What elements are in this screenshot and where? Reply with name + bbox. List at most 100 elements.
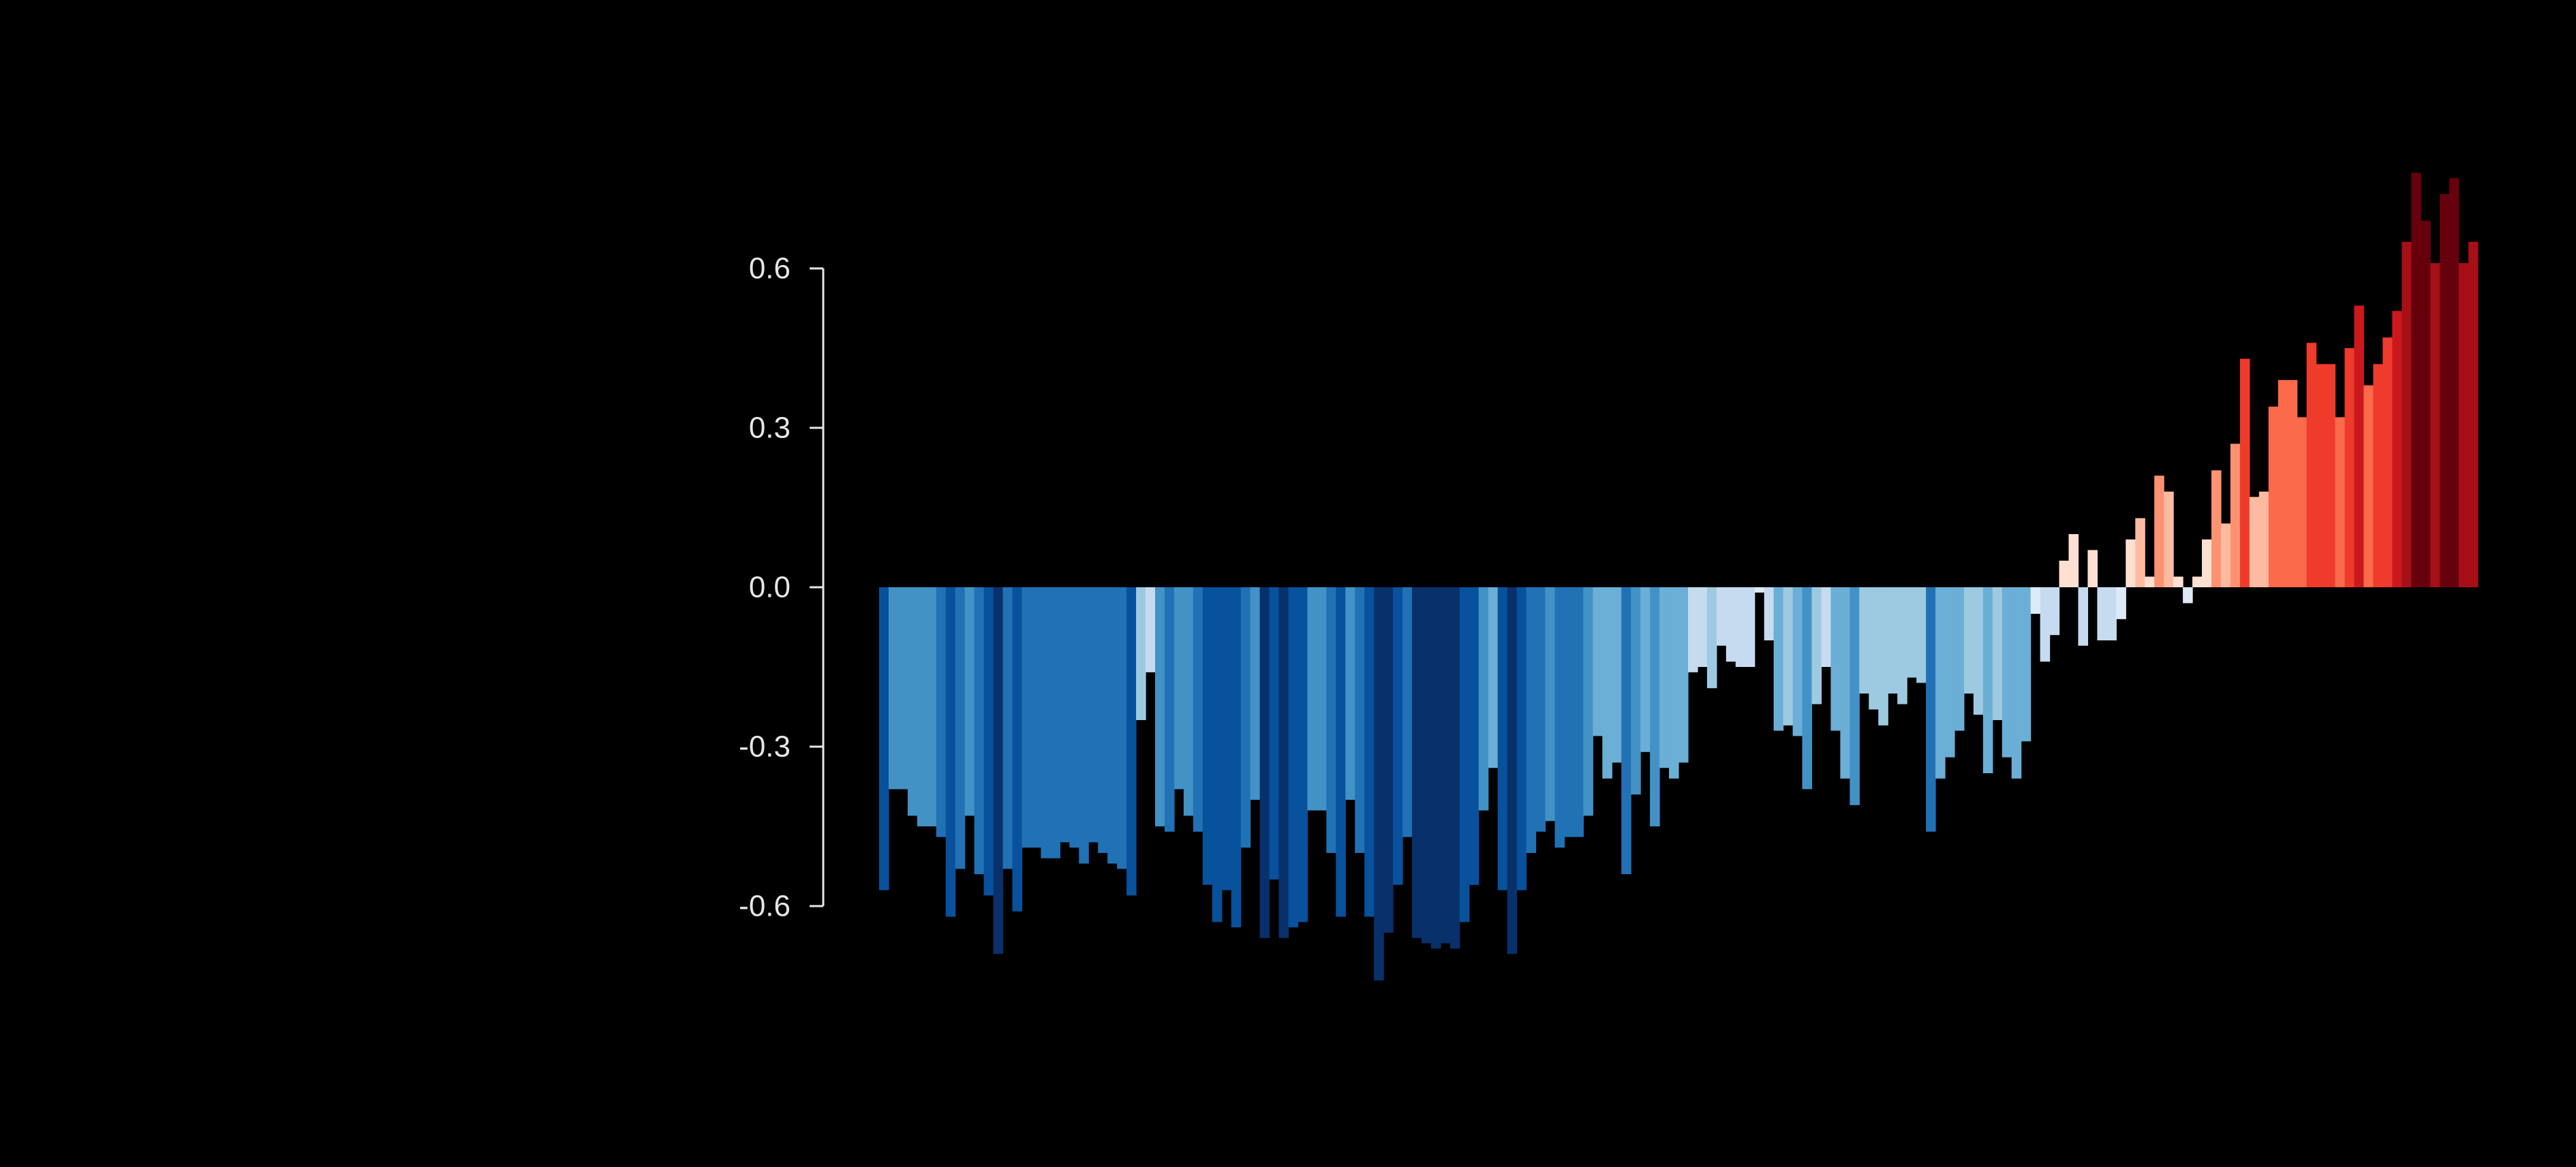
bar-121	[2030, 587, 2041, 614]
bar-9	[964, 587, 975, 816]
bar-85	[1687, 587, 1698, 672]
bar-25	[1117, 587, 1127, 869]
bar-165	[2449, 178, 2459, 587]
bar-119	[2011, 587, 2022, 779]
y-axis: 0.6 0.3 0.0 -0.3 -0.6	[739, 252, 825, 923]
bar-78	[1621, 587, 1631, 875]
bar-84	[1678, 587, 1689, 763]
bar-104	[1869, 587, 1879, 710]
bar-15	[1022, 587, 1032, 848]
bar-80	[1640, 587, 1651, 752]
bar-136	[2173, 576, 2183, 587]
bar-10	[974, 587, 985, 875]
bar-152	[2325, 364, 2336, 587]
bar-89	[1726, 587, 1736, 662]
bar-96	[1792, 587, 1803, 736]
bar-150	[2306, 343, 2317, 587]
bar-107	[1897, 587, 1907, 704]
bar-132	[2135, 518, 2145, 587]
bar-33	[1193, 587, 1203, 832]
bar-31	[1174, 587, 1184, 790]
bar-118	[2002, 587, 2012, 758]
bar-55	[1402, 587, 1413, 837]
bar-74	[1583, 587, 1593, 816]
bar-101	[1840, 587, 1850, 779]
bar-52	[1374, 587, 1384, 981]
bar-91	[1745, 587, 1755, 667]
bar-158	[2382, 337, 2393, 587]
bar-39	[1250, 587, 1261, 800]
bar-51	[1364, 587, 1375, 917]
bar-98	[1811, 587, 1822, 704]
bar-21	[1079, 587, 1089, 864]
bar-49	[1345, 587, 1355, 800]
bar-87	[1706, 587, 1717, 689]
bar-97	[1802, 587, 1813, 790]
bar-144	[2249, 497, 2260, 587]
bar-135	[2164, 491, 2174, 587]
bar-90	[1735, 587, 1746, 667]
bar-86	[1697, 587, 1708, 667]
bar-67	[1516, 587, 1527, 890]
bar-139	[2202, 539, 2212, 587]
y-tick-label-2: 0.0	[749, 571, 791, 604]
y-tick-label-0: 0.6	[749, 252, 791, 285]
bar-35	[1212, 587, 1223, 922]
bar-166	[2459, 263, 2469, 587]
bar-5	[926, 587, 937, 826]
bar-95	[1783, 587, 1794, 726]
bar-29	[1154, 587, 1165, 826]
bar-149	[2297, 417, 2307, 587]
bar-38	[1240, 587, 1251, 848]
bar-41	[1269, 587, 1280, 880]
bar-109	[1916, 587, 1927, 683]
bar-27	[1136, 587, 1146, 720]
bar-44	[1298, 587, 1308, 922]
bar-57	[1421, 587, 1432, 944]
bar-115	[1973, 587, 1984, 715]
bar-11	[983, 587, 994, 896]
y-tick-label-1: 0.3	[749, 411, 791, 445]
bar-72	[1564, 587, 1574, 837]
bar-70	[1545, 587, 1556, 822]
bar-65	[1497, 587, 1508, 890]
bar-106	[1888, 587, 1898, 694]
bar-16	[1031, 587, 1041, 848]
bar-138	[2192, 576, 2203, 587]
bar-77	[1612, 587, 1622, 763]
bar-43	[1288, 587, 1299, 928]
bar-13	[1002, 587, 1013, 869]
bar-112	[1945, 587, 1955, 758]
bar-56	[1412, 587, 1422, 938]
bar-12	[993, 587, 1004, 954]
bar-61	[1459, 587, 1470, 922]
bar-68	[1526, 587, 1537, 853]
bar-143	[2239, 358, 2250, 587]
bar-157	[2373, 364, 2383, 587]
bar-127	[2087, 550, 2098, 587]
bar-54	[1393, 587, 1403, 885]
bar-6	[936, 587, 947, 837]
bar-116	[1982, 587, 1993, 773]
bar-141	[2220, 523, 2231, 587]
bar-167	[2468, 242, 2479, 587]
bar-128	[2097, 587, 2107, 640]
bar-130	[2116, 587, 2126, 619]
bar-45	[1307, 587, 1317, 811]
bar-81	[1650, 587, 1660, 826]
bar-164	[2440, 193, 2450, 587]
bar-126	[2078, 587, 2089, 646]
bar-32	[1183, 587, 1194, 816]
bar-94	[1773, 587, 1784, 731]
bar-40	[1259, 587, 1270, 938]
bar-63	[1478, 587, 1489, 811]
bar-24	[1107, 587, 1118, 864]
bar-71	[1554, 587, 1565, 848]
bar-161	[2411, 172, 2421, 588]
bar-156	[2363, 385, 2374, 587]
bar-48	[1336, 587, 1346, 917]
bar-108	[1907, 587, 1917, 678]
bar-162	[2421, 220, 2431, 587]
bar-124	[2059, 561, 2070, 587]
